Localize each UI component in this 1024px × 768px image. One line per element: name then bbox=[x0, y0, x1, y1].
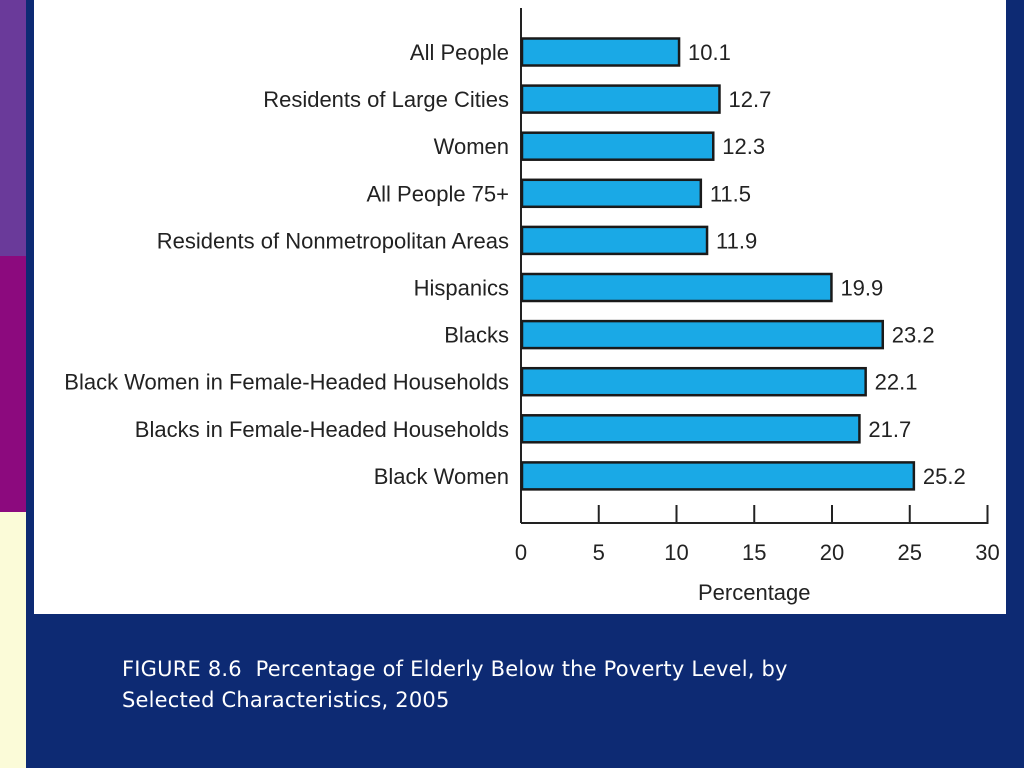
bar-value-label: 12.7 bbox=[728, 87, 771, 112]
category-label: All People bbox=[410, 40, 509, 65]
bar bbox=[520, 131, 715, 161]
category-label: Black Women bbox=[374, 464, 509, 489]
decorative-strip-bottom bbox=[0, 512, 26, 768]
x-tick-label: 20 bbox=[820, 540, 844, 565]
decorative-strip-top bbox=[0, 0, 26, 256]
x-tick-label: 15 bbox=[742, 540, 766, 565]
bar bbox=[520, 366, 867, 397]
bar-value-label: 19.9 bbox=[840, 276, 883, 301]
x-axis-title: Percentage bbox=[698, 580, 811, 605]
category-label: All People 75+ bbox=[367, 181, 510, 206]
x-tick-label: 30 bbox=[975, 540, 999, 565]
bar-chart: 0 5 10 15 20 25 30 Percentage All People 10.1 Resi… bbox=[64, 8, 1000, 605]
figure-caption: FIGURE 8.6 Percentage of Elderly Below t… bbox=[122, 654, 982, 716]
category-label: Residents of Large Cities bbox=[263, 87, 509, 112]
category-label: Women bbox=[434, 134, 509, 159]
bar-value-label: 25.2 bbox=[923, 464, 966, 489]
caption-line-1: FIGURE 8.6 Percentage of Elderly Below t… bbox=[122, 657, 788, 681]
bar bbox=[520, 178, 703, 209]
bar-value-label: 12.3 bbox=[722, 134, 765, 159]
bar-value-label: 10.1 bbox=[688, 40, 731, 65]
bar-value-label: 22.1 bbox=[875, 370, 918, 395]
bar bbox=[520, 84, 721, 114]
bar-value-label: 23.2 bbox=[892, 323, 935, 348]
bar bbox=[520, 461, 916, 491]
bar bbox=[520, 225, 709, 256]
category-label: Hispanics bbox=[414, 276, 509, 301]
chart-panel: 0 5 10 15 20 25 30 Percentage All People 10.1 Resi… bbox=[34, 0, 1006, 614]
category-label: Black Women in Female-Headed Households bbox=[64, 370, 509, 395]
bar bbox=[520, 37, 681, 67]
bar bbox=[520, 414, 861, 444]
bar-value-label: 21.7 bbox=[868, 417, 911, 442]
bar bbox=[520, 319, 885, 350]
bar bbox=[520, 272, 833, 303]
x-tick-label: 0 bbox=[515, 540, 527, 565]
category-label: Blacks bbox=[444, 323, 509, 348]
bar-value-label: 11.9 bbox=[716, 228, 757, 253]
caption-line-2: Selected Characteristics, 2005 bbox=[122, 688, 450, 712]
bar-value-label: 11.5 bbox=[710, 181, 751, 206]
x-tick-label: 10 bbox=[664, 540, 688, 565]
category-label: Blacks in Female-Headed Households bbox=[135, 417, 509, 442]
category-label: Residents of Nonmetropolitan Areas bbox=[157, 228, 509, 253]
decorative-strip-middle bbox=[0, 256, 26, 512]
x-tick-label: 5 bbox=[593, 540, 605, 565]
x-tick-label: 25 bbox=[898, 540, 922, 565]
